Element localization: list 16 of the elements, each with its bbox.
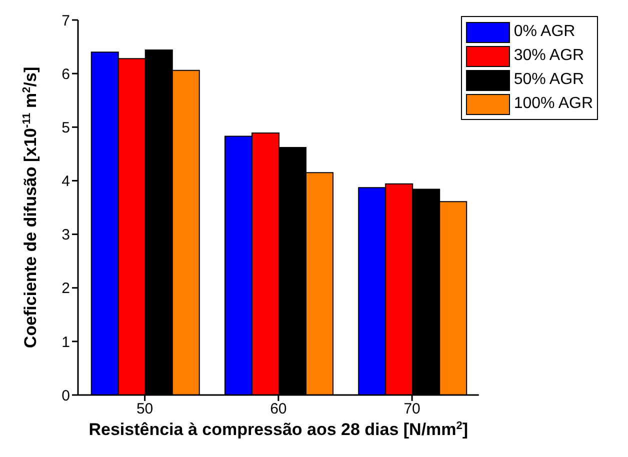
y-tick-label: 4 <box>62 173 70 190</box>
legend-label: 50% AGR <box>514 70 584 90</box>
y-tick-label: 5 <box>62 119 70 136</box>
x-tick-label: 50 <box>136 400 154 418</box>
y-tick-label: 1 <box>62 334 70 351</box>
y-tick-label: 0 <box>62 387 70 404</box>
x-tick-label: 60 <box>270 400 287 418</box>
legend-label: 100% AGR <box>514 94 593 114</box>
legend-label: 30% AGR <box>514 46 584 66</box>
y-tick-label: 2 <box>62 280 70 298</box>
x-tick-label: 70 <box>404 400 420 418</box>
legend-label: 0% AGR <box>514 22 576 42</box>
y-tick-label: 6 <box>62 66 70 83</box>
y-tick-label: 3 <box>62 226 70 244</box>
x-axis-title: Resistência à compressão aos 28 dias [N/mm$^{2}$] <box>88 420 468 439</box>
y-tick-label: 7 <box>62 12 70 30</box>
